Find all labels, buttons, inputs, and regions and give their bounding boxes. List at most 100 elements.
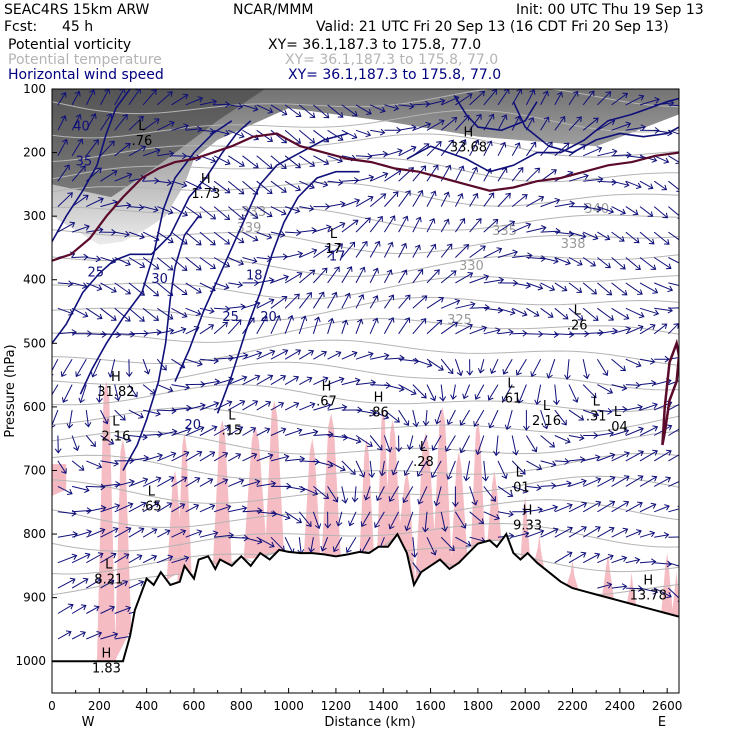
wind-vector-arrow bbox=[582, 307, 599, 321]
wind-vector-arrow bbox=[90, 358, 101, 378]
wind-vector-arrow bbox=[369, 104, 386, 113]
wind-vector-arrow bbox=[469, 511, 485, 524]
wind-vector-arrow bbox=[57, 553, 78, 564]
wind-vector-arrow bbox=[554, 307, 569, 320]
wind-vector-arrow bbox=[611, 92, 628, 106]
wind-vector-arrow bbox=[611, 405, 628, 413]
wind-vector-arrow bbox=[639, 323, 656, 335]
wind-vector-arrow bbox=[355, 266, 366, 284]
wind-vector-arrow bbox=[363, 486, 371, 501]
wind-vector-arrow bbox=[298, 315, 308, 334]
wind-vector-arrow bbox=[142, 282, 160, 297]
wind-vector-arrow bbox=[327, 266, 340, 284]
wind-vector-arrow bbox=[412, 216, 422, 233]
humidity-fill-spike bbox=[661, 553, 674, 616]
wind-vector-arrow bbox=[523, 410, 530, 431]
wind-vector-arrow bbox=[597, 430, 615, 437]
wind-contour-label: 30 bbox=[151, 272, 168, 287]
wind-vector-arrow bbox=[242, 426, 257, 436]
wind-vector-arrow bbox=[654, 282, 674, 293]
wind-vector-arrow bbox=[568, 409, 585, 421]
wind-vector-arrow bbox=[256, 536, 275, 548]
wind-speed-contour bbox=[216, 170, 360, 414]
wind-vector-arrow bbox=[100, 631, 119, 640]
wind-vector-arrow bbox=[454, 511, 467, 529]
wind-vector-arrow bbox=[171, 383, 191, 391]
wind-vector-arrow bbox=[299, 155, 316, 167]
wind-vector-arrow bbox=[100, 481, 121, 488]
x-tick-label: 2200 bbox=[557, 699, 588, 713]
wind-vector-arrow bbox=[411, 537, 418, 558]
wind-vector-arrow bbox=[426, 269, 440, 284]
wind-vector-arrow bbox=[52, 384, 59, 401]
init-time: Init: 00 UTC Thu 19 Sep 13 bbox=[516, 2, 704, 18]
wind-vector-arrow bbox=[625, 426, 644, 436]
wind-vector-arrow bbox=[355, 294, 365, 309]
wind-vector-arrow bbox=[107, 359, 116, 378]
wind-vector-arrow bbox=[440, 243, 453, 258]
wind-vector-arrow bbox=[157, 554, 174, 564]
wind-vector-arrow bbox=[625, 475, 644, 487]
wind-vector-arrow bbox=[171, 529, 187, 538]
wind-vector-arrow bbox=[100, 307, 117, 321]
wind-vector-arrow bbox=[213, 451, 229, 462]
wind-vector-arrow bbox=[185, 206, 203, 219]
wind-vector-arrow bbox=[227, 206, 245, 220]
wind-vector-arrow bbox=[327, 351, 342, 360]
humidity-fill-spike bbox=[602, 553, 614, 600]
wind-vector-arrow bbox=[668, 257, 679, 264]
wind-vector-arrow bbox=[341, 406, 363, 414]
wind-vector-arrow bbox=[412, 358, 433, 368]
wind-vector-arrow bbox=[256, 480, 277, 488]
wind-vector-arrow bbox=[403, 460, 414, 477]
x-axis-label: Distance (km) bbox=[324, 715, 415, 730]
wind-vector-arrow bbox=[611, 583, 628, 591]
wind-vector-arrow bbox=[497, 141, 507, 157]
wind-vector-arrow bbox=[412, 244, 421, 258]
humidity-fill-spike bbox=[114, 438, 132, 662]
wind-vector-arrow bbox=[568, 456, 586, 463]
wind-vector-arrow bbox=[412, 295, 428, 309]
wind-vector-arrow bbox=[125, 359, 133, 378]
wind-vector-arrow bbox=[497, 167, 508, 182]
wind-vector-arrow bbox=[384, 104, 400, 112]
wind-vector-arrow bbox=[199, 282, 216, 292]
wind-vector-arrow bbox=[114, 384, 121, 402]
wind-speed-contour bbox=[52, 120, 252, 344]
wind-vector-arrow bbox=[412, 121, 432, 131]
wind-vector-arrow bbox=[511, 222, 532, 233]
x-tick-label: 1400 bbox=[368, 699, 399, 713]
wind-vector-arrow bbox=[568, 231, 587, 240]
wind-vector-arrow bbox=[171, 123, 189, 131]
wind-vector-arrow bbox=[75, 358, 87, 378]
wind-vector-arrow bbox=[483, 113, 495, 131]
wind-vector-arrow bbox=[213, 504, 232, 513]
wind-vector-arrow bbox=[398, 145, 417, 157]
wind-vector-arrow bbox=[100, 282, 117, 293]
wind-vector-arrow bbox=[313, 180, 329, 188]
wind-vector-arrow bbox=[455, 323, 473, 335]
wind-vector-arrow bbox=[653, 323, 668, 335]
wind-vector-arrow bbox=[199, 425, 218, 436]
wind-vector-arrow bbox=[228, 281, 244, 289]
wind-vector-arrow bbox=[284, 511, 302, 524]
wind-vector-arrow bbox=[477, 359, 485, 374]
wind-vector-arrow bbox=[313, 486, 330, 500]
wind-vector-arrow bbox=[270, 349, 289, 360]
wind-vector-arrow bbox=[554, 526, 573, 538]
extrema-type-label: L bbox=[420, 440, 428, 455]
theta-isentrope bbox=[52, 407, 679, 434]
extrema-type-label: L bbox=[614, 405, 622, 420]
wind-vector-arrow bbox=[114, 502, 134, 513]
wind-vector-arrow bbox=[469, 245, 486, 258]
wind-vector-arrow bbox=[530, 358, 542, 378]
wind-vector-arrow bbox=[554, 257, 571, 266]
wind-vector-arrow bbox=[114, 527, 132, 538]
wind-vector-arrow bbox=[86, 282, 103, 291]
wind-vector-arrow bbox=[156, 257, 174, 271]
x-tick-label: 800 bbox=[230, 699, 253, 713]
wind-vector-arrow bbox=[355, 104, 372, 115]
wind-vector-arrow bbox=[440, 536, 455, 552]
wind-vector-arrow bbox=[256, 374, 274, 386]
wind-vector-arrow bbox=[568, 434, 585, 441]
